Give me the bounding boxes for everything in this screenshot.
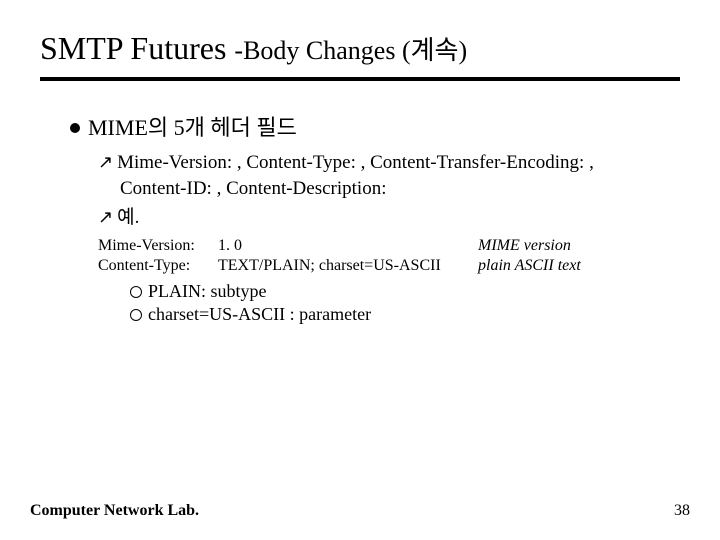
row0-value: 1. 0 (218, 237, 478, 255)
title-subtitle: -Body Changes (계속) (234, 36, 467, 65)
sub1-line1: Mime-Version: , Content-Type: , Content-… (117, 152, 594, 173)
open-circle-icon (130, 286, 142, 298)
sub-bullet-1: ↗Mime-Version: , Content-Type: , Content… (98, 150, 680, 176)
open-circle-icon (130, 309, 142, 321)
sub-bullet-3: PLAIN: subtype charset=US-ASCII : parame… (130, 281, 680, 325)
table-row: Mime-Version: 1. 0 MIME version (98, 237, 680, 255)
page-number: 38 (674, 502, 690, 520)
circ-row-1: charset=US-ASCII : parameter (130, 304, 680, 325)
content-area: MIME의 5개 헤더 필드 ↗Mime-Version: , Content-… (70, 110, 680, 327)
arrow-ne-icon: ↗ (98, 205, 113, 229)
footer-left: Computer Network Lab. (30, 502, 199, 520)
title-line: SMTP Futures -Body Changes (계속) (40, 30, 680, 67)
row1-comment: plain ASCII text (478, 257, 648, 275)
title-rule (40, 77, 680, 81)
circ-item-1: charset=US-ASCII : parameter (148, 304, 371, 324)
circ-item-0: PLAIN: subtype (148, 281, 267, 301)
slide: SMTP Futures -Body Changes (계속) MIME의 5개… (0, 0, 720, 540)
row1-value: TEXT/PLAIN; charset=US-ASCII (218, 257, 478, 275)
filled-circle-icon (70, 123, 80, 133)
arrow-ne-icon: ↗ (98, 150, 113, 174)
row0-comment: MIME version (478, 237, 648, 255)
title-main: SMTP Futures (40, 30, 234, 66)
row1-label: Content-Type: (98, 257, 218, 275)
sub-bullet-2: ↗예. (98, 205, 680, 231)
circ-row-0: PLAIN: subtype (130, 281, 680, 302)
title-block: SMTP Futures -Body Changes (계속) (40, 30, 680, 89)
bullet1-text: MIME의 5개 헤더 필드 (88, 115, 297, 140)
table-row: Content-Type: TEXT/PLAIN; charset=US-ASC… (98, 257, 680, 275)
sub2-text: 예. (117, 207, 139, 228)
row0-label: Mime-Version: (98, 237, 218, 255)
bullet-level-1: MIME의 5개 헤더 필드 (70, 110, 680, 142)
sub1-line2-wrap: Content-ID: , Content-Description: (120, 176, 680, 202)
sub1-line2: Content-ID: , Content-Description: (120, 178, 386, 199)
example-table: Mime-Version: 1. 0 MIME version Content-… (98, 237, 680, 275)
